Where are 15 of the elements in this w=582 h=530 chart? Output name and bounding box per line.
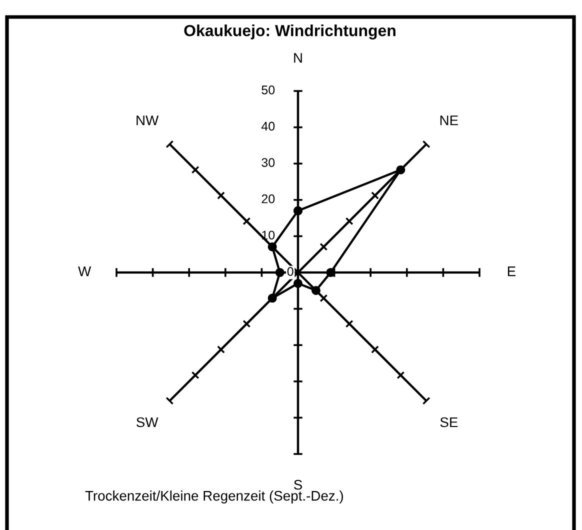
y-tick-label: 30 [262,158,275,167]
spoke-label: NW [136,116,159,126]
spoke-label: N [294,53,302,63]
y-tick-label: 50 [262,86,275,94]
spoke-label: W [78,266,92,276]
spoke-label: NE [440,116,458,126]
spoke-label: E [508,266,516,276]
y-tick-label: 0 [287,267,294,276]
spoke-label: S [294,480,302,490]
spoke-label: SE [440,417,458,428]
text: Trockenzeit/Kleine Regenzeit (Sept.-Dez.) [85,490,343,504]
chart-title: Okaukuejo: Windrichtungen [184,24,396,40]
y-tick-label: 40 [261,122,275,131]
y-tick-label: 20 [262,194,275,204]
spoke-label: SW [136,417,158,428]
